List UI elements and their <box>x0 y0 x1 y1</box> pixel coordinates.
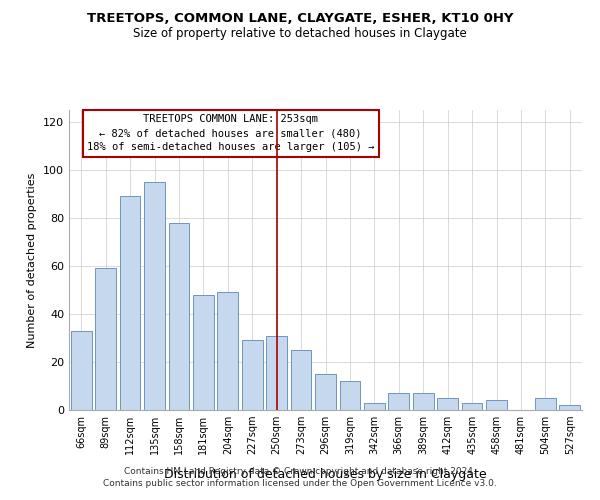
Bar <box>461 403 482 410</box>
Bar <box>290 350 311 410</box>
Text: Contains HM Land Registry data © Crown copyright and database right 2024.
Contai: Contains HM Land Registry data © Crown c… <box>103 466 497 487</box>
X-axis label: Distribution of detached houses by size in Claygate: Distribution of detached houses by size … <box>164 468 487 481</box>
Bar <box>315 374 336 410</box>
Bar <box>486 400 507 410</box>
Bar <box>437 398 458 410</box>
Text: Size of property relative to detached houses in Claygate: Size of property relative to detached ho… <box>133 28 467 40</box>
Bar <box>388 393 409 410</box>
Bar <box>144 182 165 410</box>
Bar <box>119 196 140 410</box>
Bar <box>242 340 263 410</box>
Bar <box>266 336 287 410</box>
Text: TREETOPS, COMMON LANE, CLAYGATE, ESHER, KT10 0HY: TREETOPS, COMMON LANE, CLAYGATE, ESHER, … <box>87 12 513 26</box>
Bar <box>217 292 238 410</box>
Bar <box>559 405 580 410</box>
Bar <box>95 268 116 410</box>
Bar <box>535 398 556 410</box>
Bar <box>364 403 385 410</box>
Y-axis label: Number of detached properties: Number of detached properties <box>28 172 37 348</box>
Bar <box>71 331 92 410</box>
Bar <box>169 223 190 410</box>
Bar <box>193 295 214 410</box>
Bar <box>413 393 434 410</box>
Bar <box>340 381 361 410</box>
Text: TREETOPS COMMON LANE: 253sqm
← 82% of detached houses are smaller (480)
18% of s: TREETOPS COMMON LANE: 253sqm ← 82% of de… <box>87 114 374 152</box>
